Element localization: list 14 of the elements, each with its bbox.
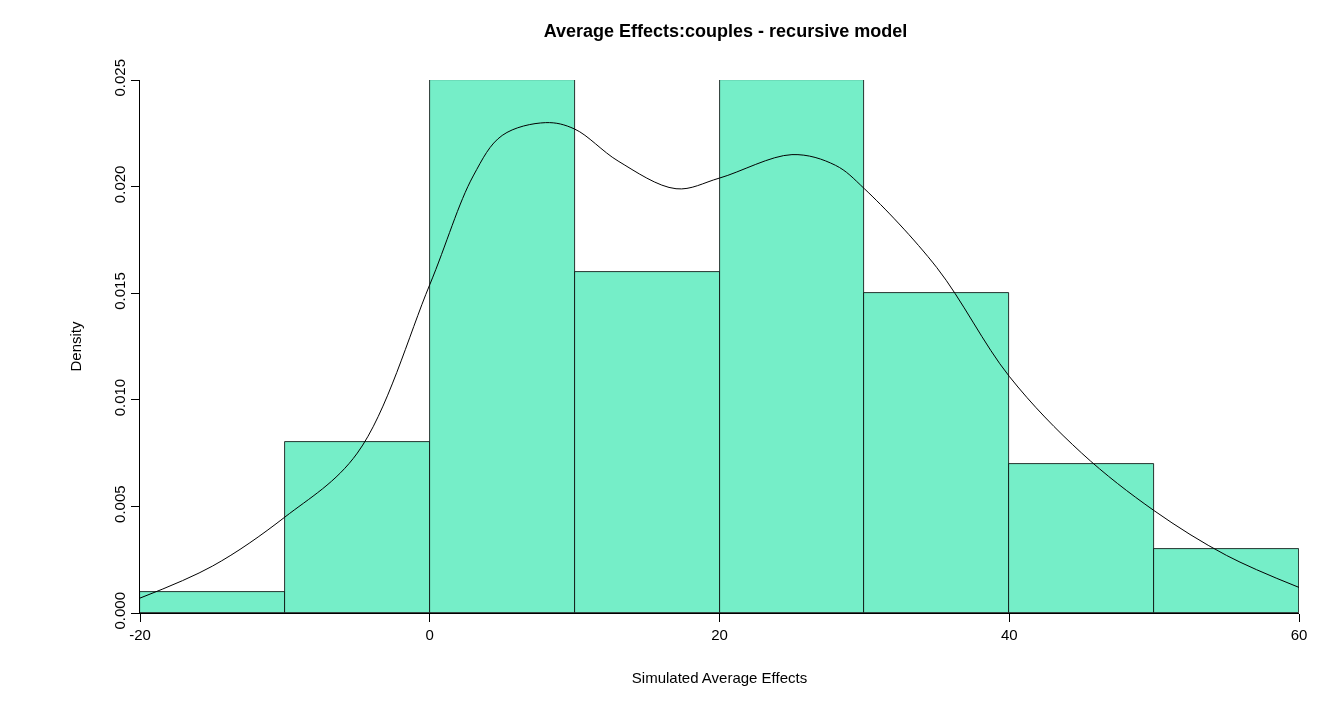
x-tick-label: -20 [129, 626, 151, 643]
y-tick-label: 0.000 [111, 591, 128, 630]
x-tick-label: 40 [1000, 626, 1018, 643]
x-tick-label: 60 [1290, 626, 1308, 643]
y-tick-label: 0.010 [111, 378, 128, 417]
y-axis-title: Density [67, 321, 85, 372]
chart-title: Average Effects:couples - recursive model [543, 21, 908, 42]
x-axis-title: Simulated Average Effects [631, 669, 808, 686]
y-tick-label: 0.005 [111, 485, 128, 523]
x-tick-label: 0 [425, 626, 434, 643]
x-tick-label: 20 [711, 626, 728, 643]
y-tick-label: 0.015 [111, 272, 128, 310]
y-tick-label: 0.020 [111, 165, 128, 204]
y-tick-label: 0.025 [111, 58, 128, 97]
